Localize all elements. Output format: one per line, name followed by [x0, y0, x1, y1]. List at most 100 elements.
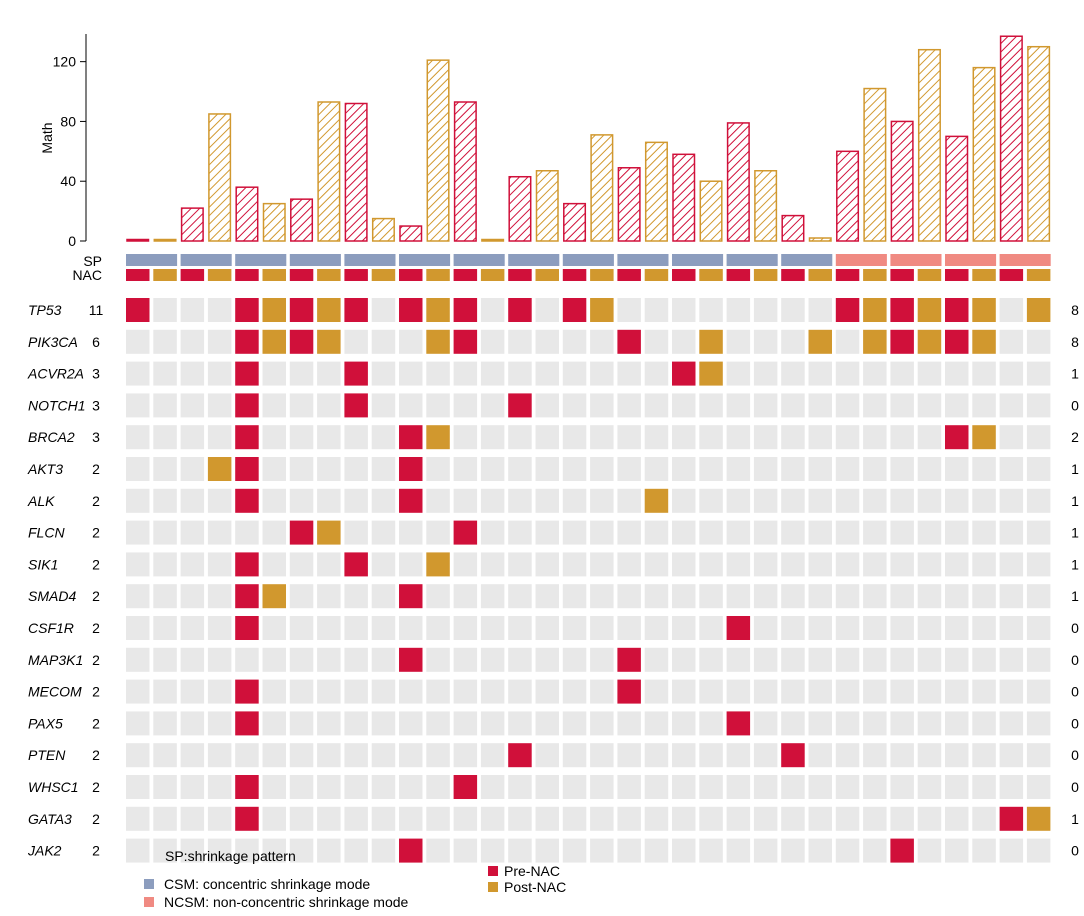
y-tick-label: 40 [60, 173, 76, 189]
empty-cell [835, 743, 860, 768]
empty-cell [726, 520, 751, 545]
empty-cell [562, 488, 587, 513]
bar-post-nac [535, 170, 559, 242]
empty-cell [207, 616, 232, 640]
empty-cell [672, 552, 696, 577]
legend-ncsm-swatch [144, 897, 154, 907]
mutation-post-nac [207, 457, 232, 481]
empty-cell [453, 425, 478, 450]
mutation-pre-nac [945, 329, 969, 354]
bar-pre-nac [290, 198, 314, 242]
mutation-grid [126, 298, 1051, 863]
empty-cell [371, 838, 396, 863]
empty-cell [180, 488, 205, 513]
empty-cell [289, 806, 314, 831]
empty-cell [617, 806, 641, 831]
empty-cell [317, 361, 341, 386]
empty-cell [945, 552, 969, 577]
empty-cell [672, 584, 696, 609]
gene-label: ALK [27, 493, 55, 509]
empty-cell [999, 488, 1024, 513]
nac-cell-pre [999, 269, 1024, 281]
empty-cell [1026, 488, 1051, 513]
mutation-pre-nac [235, 457, 259, 481]
empty-cell [644, 584, 669, 609]
gene-count-right: 1 [1071, 493, 1079, 509]
mutation-pre-nac [453, 775, 478, 799]
empty-cell [835, 584, 860, 609]
empty-cell [781, 679, 805, 704]
empty-cell [781, 552, 805, 577]
empty-cell [808, 616, 832, 640]
empty-cell [781, 488, 805, 513]
empty-cell [753, 552, 778, 577]
mutation-pre-nac [235, 329, 259, 354]
empty-cell [235, 838, 259, 863]
empty-cell [808, 584, 832, 609]
empty-cell [426, 647, 450, 672]
mutation-pre-nac [890, 838, 914, 863]
mutation-pre-nac [235, 425, 259, 450]
empty-cell [617, 457, 641, 481]
sp-cell-csm [180, 254, 232, 266]
empty-cell [289, 584, 314, 609]
gene-count-left: 2 [92, 747, 100, 763]
empty-cell [399, 711, 423, 736]
empty-cell [535, 711, 559, 736]
empty-cell [917, 806, 942, 831]
nac-cell-post [480, 269, 505, 281]
gene-count-right: 0 [1071, 397, 1079, 413]
empty-cell [644, 361, 669, 386]
y-tick-label: 120 [53, 54, 77, 70]
empty-cell [590, 775, 614, 799]
empty-cell [590, 806, 614, 831]
empty-cell [808, 298, 832, 322]
empty-cell [617, 520, 641, 545]
empty-cell [180, 616, 205, 640]
empty-cell [890, 361, 914, 386]
empty-cell [699, 838, 723, 863]
mutation-pre-nac [235, 806, 259, 831]
empty-cell [153, 806, 177, 831]
empty-cell [835, 425, 860, 450]
empty-cell [917, 616, 942, 640]
empty-cell [480, 743, 505, 768]
empty-cell [180, 425, 205, 450]
empty-cell [617, 488, 641, 513]
mutation-pre-nac [726, 711, 751, 736]
empty-cell [808, 552, 832, 577]
empty-cell [371, 425, 396, 450]
bar-post-nac [153, 238, 177, 242]
empty-cell [426, 711, 450, 736]
empty-cell [562, 425, 587, 450]
empty-cell [562, 775, 587, 799]
empty-cell [262, 488, 286, 513]
empty-cell [999, 520, 1024, 545]
bar-post-nac [590, 134, 614, 242]
empty-cell [917, 711, 942, 736]
bar-pre-nac [399, 225, 423, 242]
gene-label: BRCA2 [28, 429, 75, 445]
empty-cell [508, 425, 532, 450]
empty-cell [1026, 711, 1051, 736]
bar-post-nac [754, 170, 778, 242]
empty-cell [453, 838, 478, 863]
gene-count-left: 2 [92, 811, 100, 827]
empty-cell [726, 584, 751, 609]
empty-cell [399, 679, 423, 704]
empty-cell [289, 425, 314, 450]
empty-cell [644, 552, 669, 577]
empty-cell [781, 329, 805, 354]
empty-cell [999, 552, 1024, 577]
empty-cell [562, 552, 587, 577]
empty-cell [480, 552, 505, 577]
gene-label: CSF1R [28, 620, 74, 636]
sp-cell-ncsm [835, 254, 887, 266]
empty-cell [207, 806, 232, 831]
empty-cell [344, 711, 368, 736]
empty-cell [207, 647, 232, 672]
mutation-post-nac [644, 488, 669, 513]
empty-cell [672, 838, 696, 863]
empty-cell [999, 361, 1024, 386]
